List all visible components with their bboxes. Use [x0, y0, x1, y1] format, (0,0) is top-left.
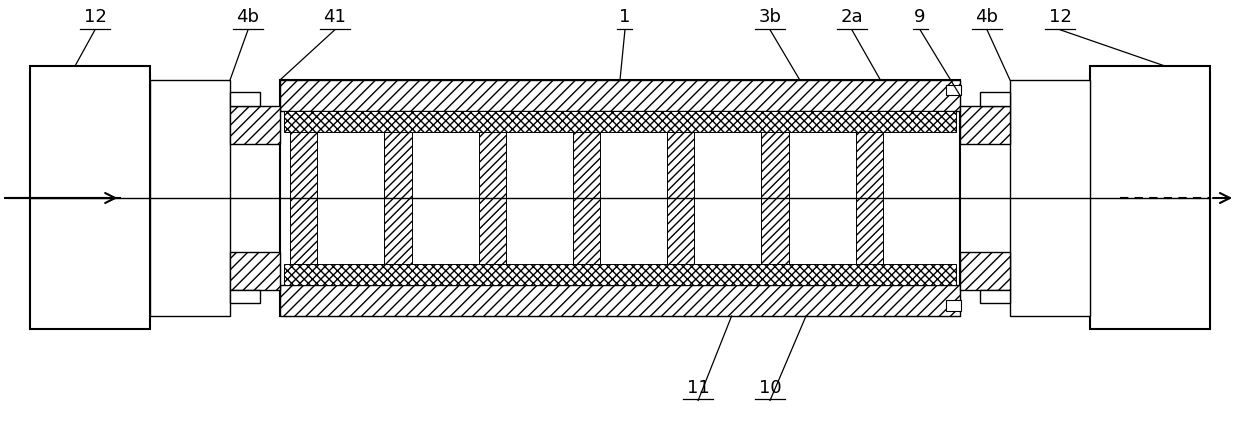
Bar — [960, 106, 1009, 144]
Bar — [1009, 80, 1090, 316]
Bar — [231, 252, 280, 291]
Bar — [384, 132, 412, 264]
Bar — [761, 132, 789, 264]
Bar — [980, 92, 1009, 106]
Bar — [280, 285, 960, 316]
Text: 12: 12 — [83, 9, 107, 26]
Bar — [30, 66, 150, 329]
Bar — [573, 132, 600, 264]
Bar — [960, 252, 1009, 291]
Text: 3b: 3b — [759, 9, 781, 26]
Text: 4b: 4b — [976, 9, 998, 26]
Bar — [856, 132, 883, 264]
Bar — [1090, 66, 1210, 329]
Text: 1: 1 — [619, 9, 631, 26]
Text: 10: 10 — [759, 379, 781, 397]
Text: 9: 9 — [914, 9, 926, 26]
Bar — [667, 132, 694, 264]
Text: 4b: 4b — [237, 9, 259, 26]
Bar — [980, 291, 1009, 303]
Bar — [280, 80, 960, 111]
Text: 41: 41 — [324, 9, 346, 26]
Text: 11: 11 — [687, 379, 709, 397]
Bar — [284, 132, 956, 264]
Bar — [231, 106, 280, 144]
Bar — [280, 80, 960, 316]
Bar — [231, 291, 260, 303]
Bar — [290, 132, 317, 264]
Bar — [284, 111, 956, 132]
Bar — [946, 85, 961, 95]
Bar — [284, 264, 956, 285]
Text: 2a: 2a — [841, 9, 863, 26]
Bar — [231, 92, 260, 106]
Bar — [946, 300, 961, 311]
Bar — [150, 80, 231, 316]
Bar — [479, 132, 506, 264]
Text: 12: 12 — [1049, 9, 1071, 26]
